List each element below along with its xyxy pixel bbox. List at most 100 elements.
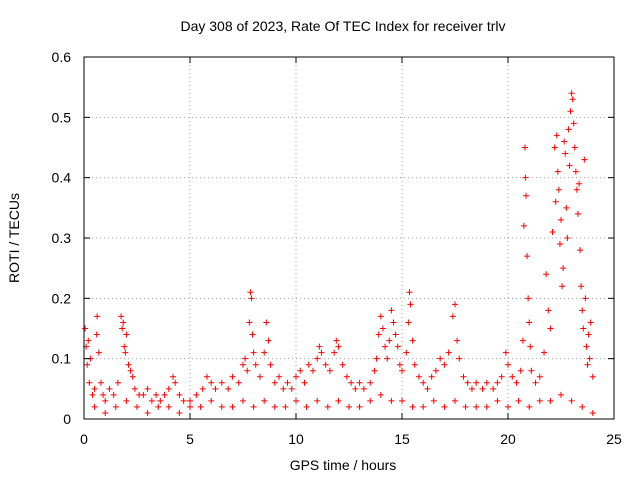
data-point [445, 349, 452, 356]
data-point [252, 361, 259, 368]
data-point [437, 355, 444, 362]
data-point [318, 349, 325, 356]
data-point [155, 403, 162, 410]
data-point [293, 397, 299, 404]
data-point [371, 367, 378, 374]
data-point [589, 409, 596, 416]
data-point [382, 343, 389, 350]
data-point [112, 403, 119, 410]
data-point [560, 265, 567, 272]
data-point [558, 216, 564, 223]
data-point [356, 403, 363, 410]
data-point [502, 349, 509, 356]
data-point [127, 367, 134, 374]
data-point [377, 313, 384, 320]
data-point [555, 186, 562, 193]
data-point [547, 397, 554, 404]
data-point [428, 373, 435, 380]
data-point [153, 391, 160, 398]
data-point [568, 90, 575, 97]
data-point [157, 397, 164, 404]
data-point [348, 379, 355, 386]
data-point [409, 337, 416, 344]
data-point [114, 379, 121, 386]
data-point [249, 331, 256, 338]
data-point [161, 391, 168, 398]
data-point [301, 379, 308, 386]
y-axis-label: ROTI / TECUs [6, 193, 22, 283]
data-point [568, 397, 575, 404]
data-point [561, 138, 568, 145]
data-point [559, 283, 566, 290]
data-point [549, 228, 556, 235]
data-point [148, 397, 155, 404]
data-point [218, 379, 225, 386]
data-point [562, 150, 569, 157]
data-point [589, 373, 596, 380]
data-point [100, 391, 107, 398]
data-point [225, 385, 232, 392]
data-point [280, 385, 287, 392]
data-point [454, 337, 461, 344]
data-point [577, 247, 584, 254]
data-point [406, 289, 413, 296]
data-point [452, 301, 458, 308]
data-point [102, 397, 109, 404]
data-point [246, 319, 253, 326]
data-point [456, 355, 463, 362]
data-point [509, 373, 516, 380]
data-point [490, 385, 497, 392]
y-tick-label: 0.1 [52, 351, 72, 367]
data-point [515, 397, 522, 404]
data-point [240, 397, 246, 404]
data-point [95, 349, 102, 356]
data-point [411, 361, 418, 368]
data-point [407, 301, 414, 308]
data-point [587, 319, 594, 326]
data-point [580, 325, 587, 332]
data-point [563, 204, 570, 211]
data-point [528, 367, 535, 374]
data-point [120, 319, 127, 326]
data-point [102, 409, 109, 416]
data-point [297, 367, 304, 374]
data-point [89, 391, 96, 398]
data-points [82, 90, 596, 416]
data-point [91, 403, 98, 410]
data-point [263, 319, 270, 326]
data-point [415, 373, 422, 380]
data-point [513, 379, 520, 386]
data-point [576, 180, 583, 187]
data-point [517, 367, 524, 374]
data-point [525, 295, 532, 302]
data-point [324, 403, 331, 410]
data-point [536, 373, 543, 380]
data-point [261, 397, 268, 404]
grid-lines [84, 57, 614, 419]
data-point [335, 343, 342, 350]
data-point [556, 241, 563, 248]
data-point [176, 409, 183, 416]
data-point [570, 120, 577, 127]
y-tick-label: 0.6 [52, 49, 72, 65]
data-point [339, 361, 346, 368]
data-point [110, 391, 117, 398]
data-point [293, 373, 299, 380]
data-point [187, 397, 193, 404]
x-axis-label: GPS time / hours [290, 457, 397, 473]
data-point [441, 403, 448, 410]
data-point [125, 361, 132, 368]
data-point [244, 367, 251, 374]
data-point [326, 367, 333, 374]
data-point [394, 343, 401, 350]
data-point [464, 379, 471, 386]
data-point [129, 373, 136, 380]
data-point [360, 385, 367, 392]
data-point [265, 337, 272, 344]
chart-title: Day 308 of 2023, Rate Of TEC Index for r… [180, 18, 505, 34]
data-point [392, 331, 399, 338]
y-tick-label: 0.4 [52, 170, 72, 186]
data-point [84, 361, 91, 368]
data-point [524, 253, 531, 260]
data-point [172, 379, 179, 386]
